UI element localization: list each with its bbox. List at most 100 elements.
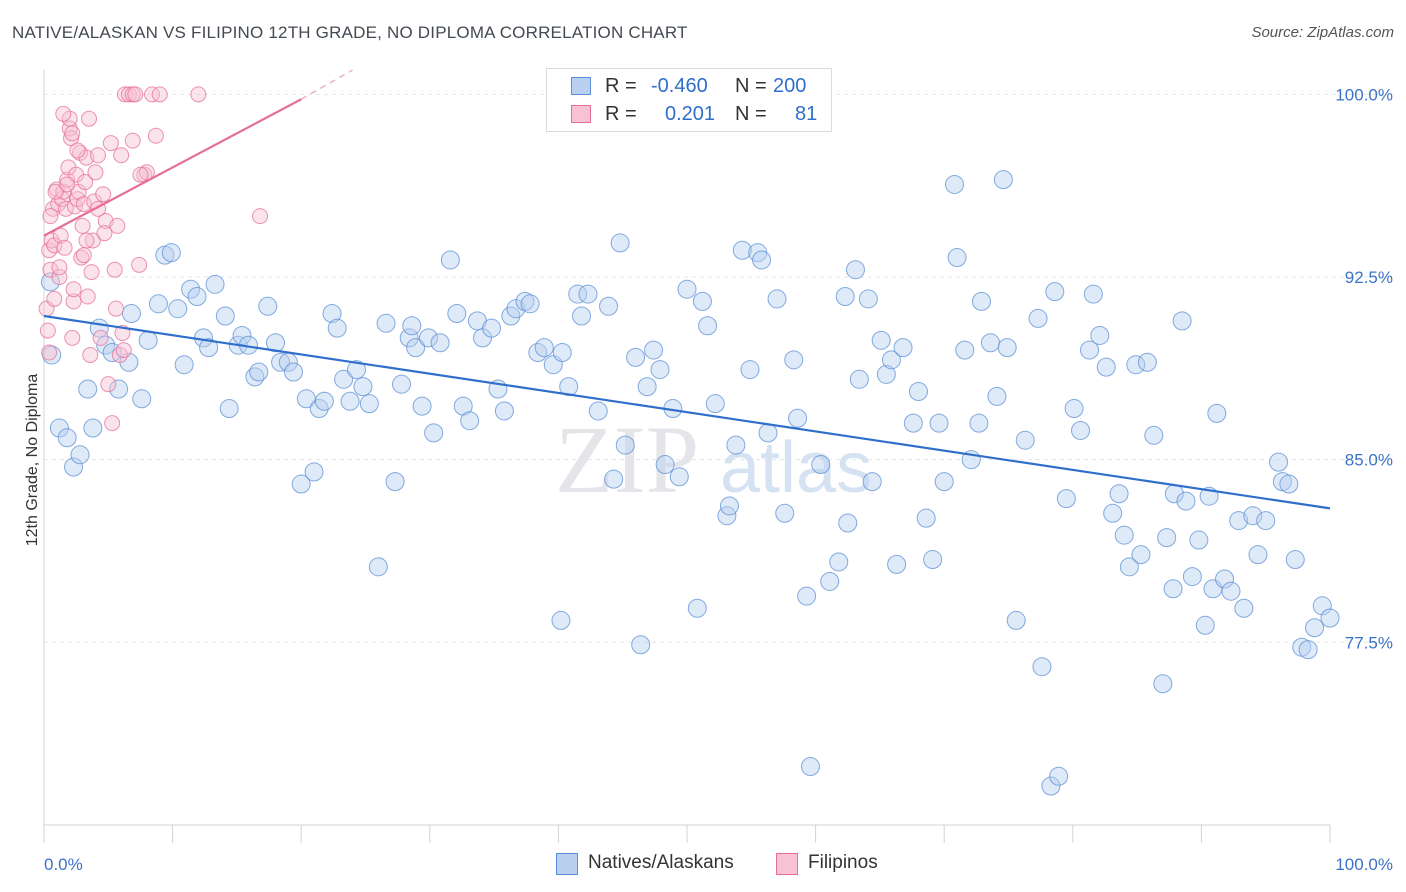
native-point [84,419,102,437]
tick-labels: 100.0%92.5%85.0%77.5%0.0% 100.0%12th Grad… [24,85,1393,874]
native-point [611,234,629,252]
filipino-point [75,218,90,233]
native-point [988,387,1006,405]
native-point [175,356,193,374]
native-point [970,414,988,432]
filipino-point [101,377,116,392]
filipino-point [107,262,122,277]
native-point [461,412,479,430]
native-point [58,429,76,447]
native-point [1270,453,1288,471]
filipino-point [80,289,95,304]
native-point [846,261,864,279]
native-point [139,331,157,349]
native-point [1173,312,1191,330]
legend-r-value-filipino: 0.201 [665,103,715,126]
native-point [206,275,224,293]
series-label-filipino: Filipinos [808,852,878,874]
legend-r-value-native: -0.460 [651,75,708,98]
legend-n-value-filipino: 81 [795,103,817,126]
native-point [133,390,151,408]
filipino-point [66,282,81,297]
native-point [1145,426,1163,444]
native-point [1046,283,1064,301]
native-point [216,307,234,325]
native-point [798,587,816,605]
native-point [956,341,974,359]
native-point [888,555,906,573]
native-point [645,341,663,359]
filipino-point [132,257,147,272]
native-point [403,317,421,335]
native-point [917,509,935,527]
series-swatch-native [556,853,578,875]
filipino-point [56,106,71,121]
native-point [573,307,591,325]
filipino-point [109,301,124,316]
native-point [904,414,922,432]
native-point [431,334,449,352]
native-point [699,317,717,335]
native-point [1306,619,1324,637]
filipino-point [253,209,268,224]
native-point [830,553,848,571]
native-point [1138,353,1156,371]
filipino-point [133,167,148,182]
filipino-point [82,111,97,126]
filipino-point [97,226,112,241]
native-point [741,361,759,379]
native-point [656,456,674,474]
native-point [981,334,999,352]
native-point [727,436,745,454]
filipino-point [65,330,80,345]
native-point [693,292,711,310]
filipino-point [84,265,99,280]
native-point [284,363,302,381]
native-point [1110,485,1128,503]
native-point [448,305,466,323]
native-point [1196,616,1214,634]
native-point [386,473,404,491]
filipino-point [191,87,206,102]
native-point [670,468,688,486]
native-point [616,436,634,454]
native-point [413,397,431,415]
filipino-point [70,143,85,158]
native-point [169,300,187,318]
native-point [1050,767,1068,785]
series-label-native: Natives/Alaskans [588,852,734,874]
native-point [1249,546,1267,564]
native-point [369,558,387,576]
native-point [1007,611,1025,629]
filipino-point [60,177,75,192]
native-point [341,392,359,410]
native-point [149,295,167,313]
x-tick-label-min: 0.0% [44,855,83,874]
native-point [521,295,539,313]
native-point [859,290,877,308]
native-point [1222,582,1240,600]
native-point [360,395,378,413]
native-point [850,370,868,388]
filipino-point [93,330,108,345]
native-point [1029,309,1047,327]
grid-lines [44,94,1395,642]
filipino-point [83,347,98,362]
legend-r-label: R = [605,103,637,126]
native-point [535,339,553,357]
filipino-point [114,148,129,163]
native-point [935,473,953,491]
native-point [1177,492,1195,510]
native-point [1154,675,1172,693]
filipino-point [103,136,118,151]
filipino-point [91,148,106,163]
native-point [1057,490,1075,508]
native-point [71,446,89,464]
native-point [441,251,459,269]
native-point [688,599,706,617]
native-point [315,392,333,410]
native-point [122,305,140,323]
x-tick-label-max: 100.0% [1335,855,1393,874]
filipino-point [116,343,131,358]
filipino-point [42,345,57,360]
